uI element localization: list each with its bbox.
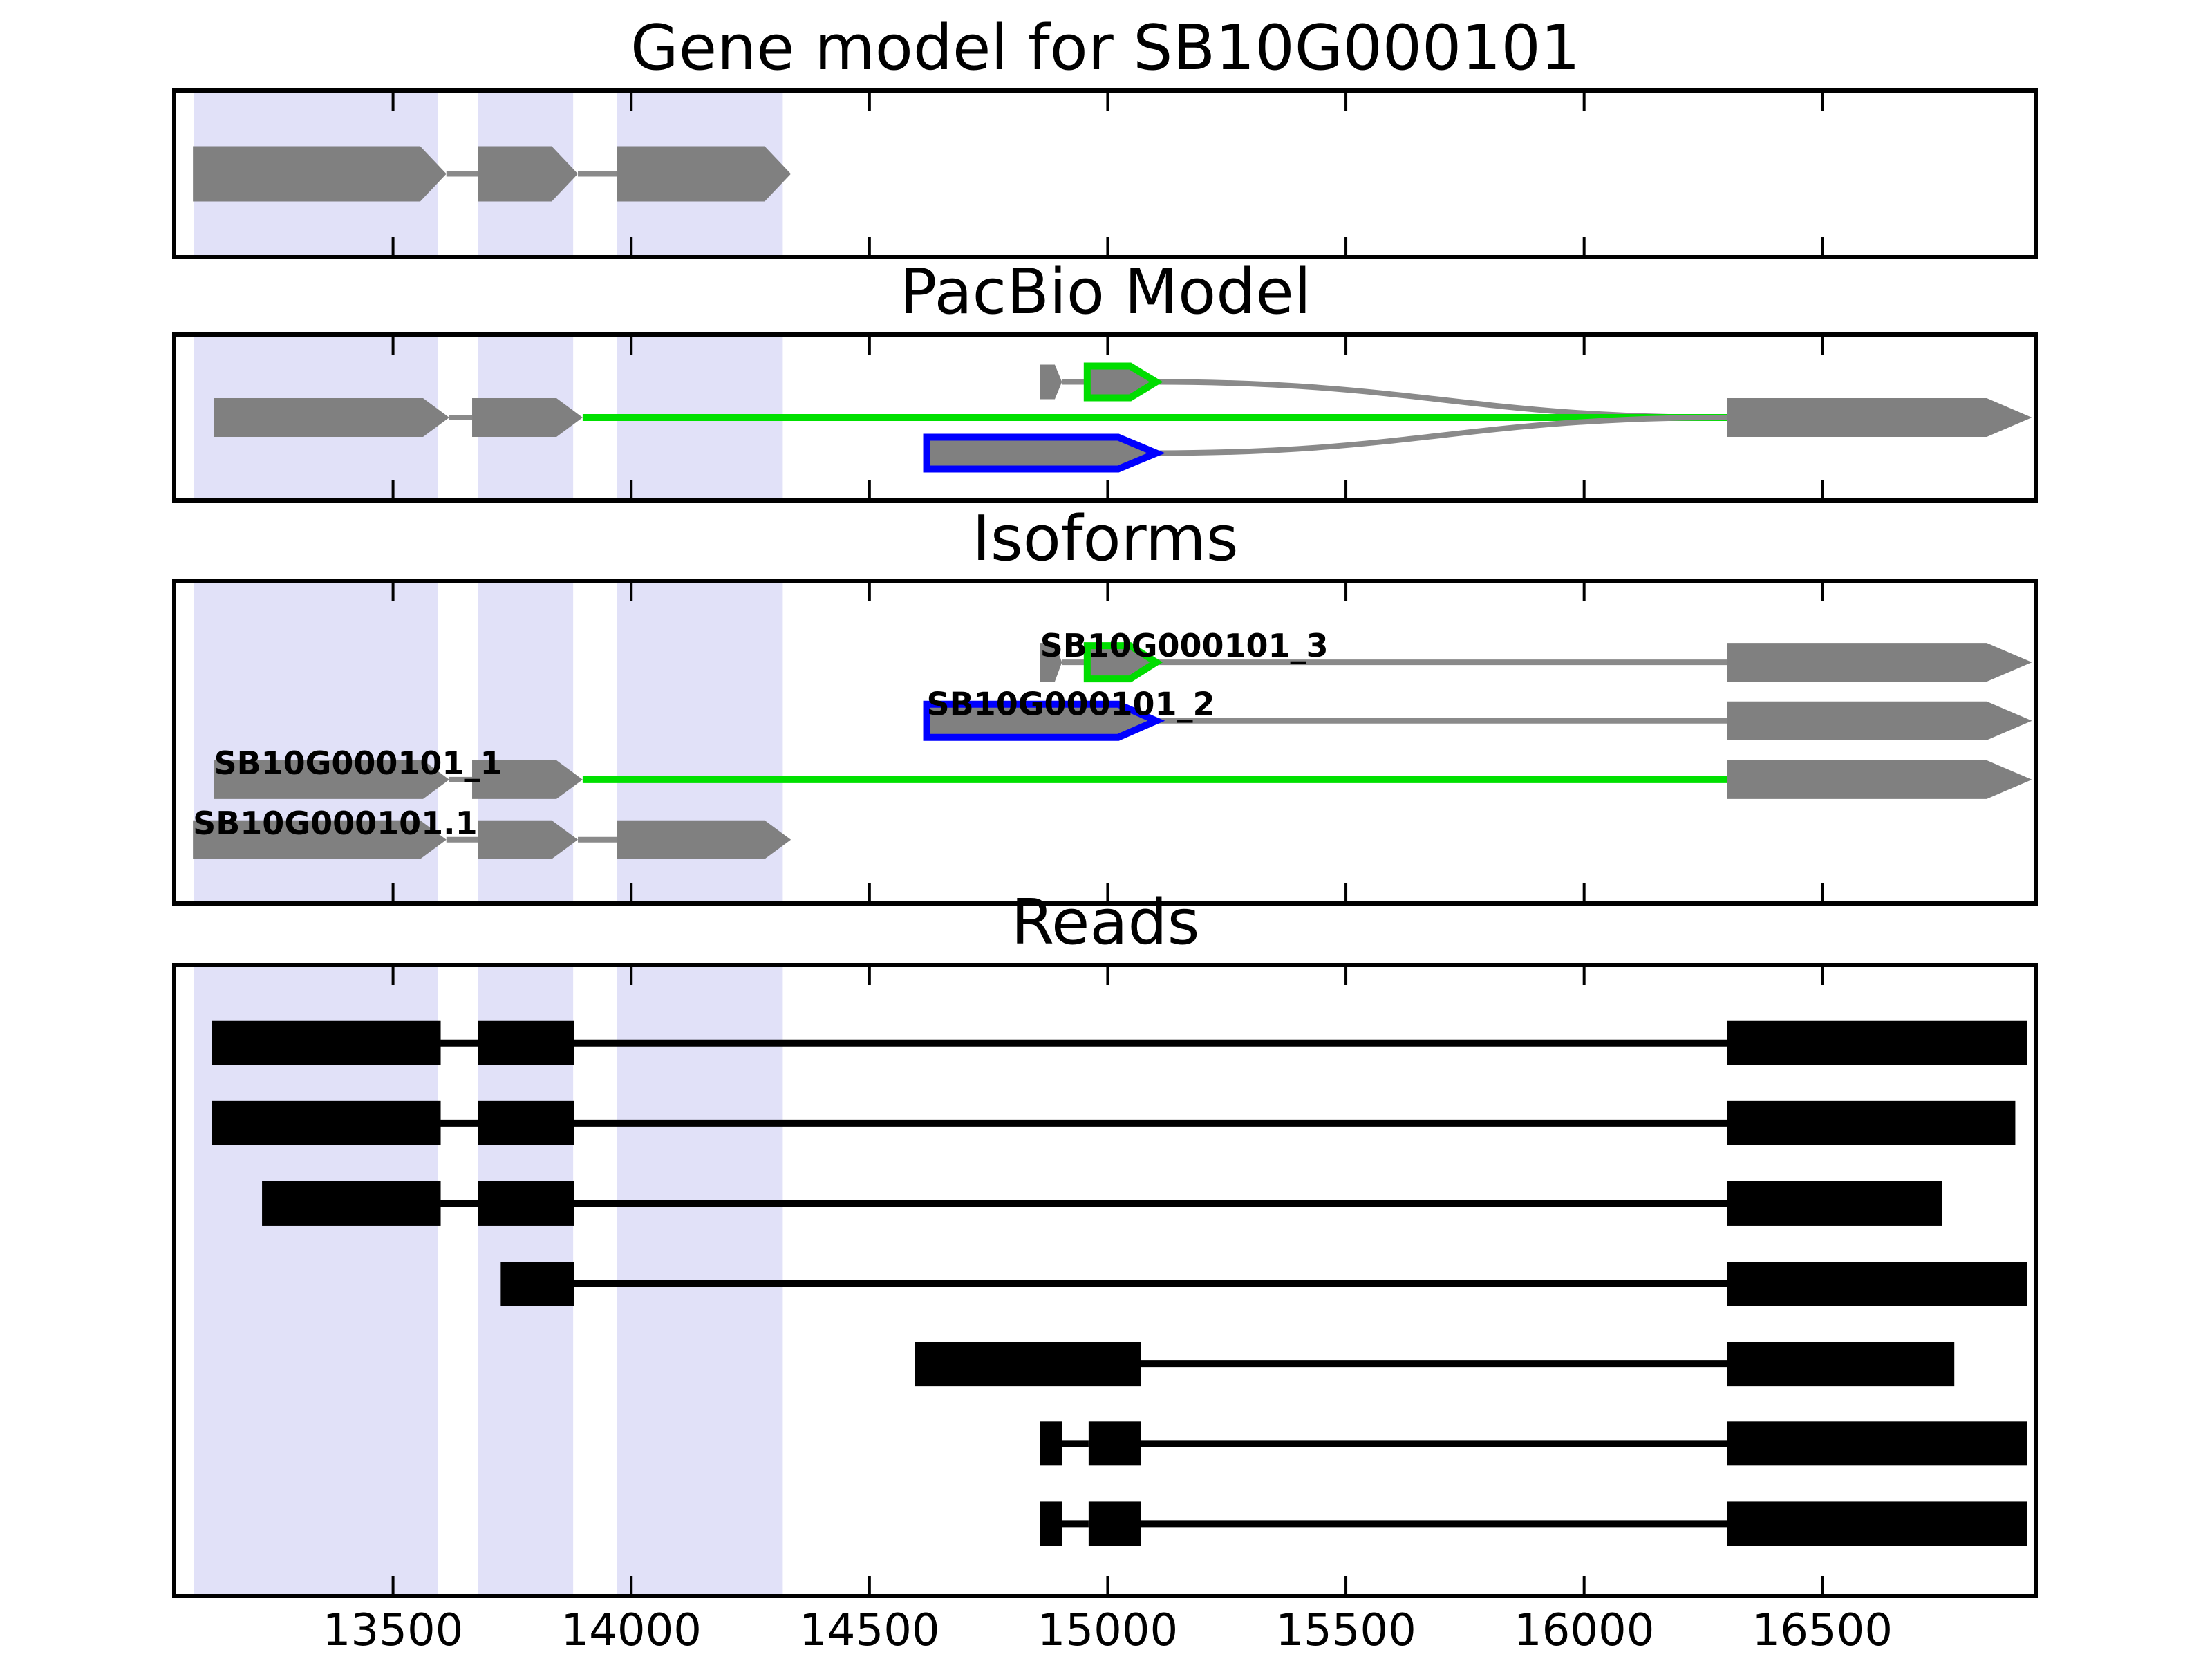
panel-pacbio-model: [172, 332, 2038, 503]
exon-arrow: [478, 820, 579, 859]
panel-reads: [172, 963, 2038, 1598]
x-axis-tick-label: 15000: [1037, 1605, 1179, 1656]
read-exon-box: [1727, 1501, 2027, 1546]
exon-arrow-green-outline: [1083, 642, 1163, 683]
panel-gene-model: [172, 88, 2038, 259]
read-exon-box: [915, 1342, 1141, 1387]
panel-canvas-pacbio-model: [194, 337, 2032, 498]
read-exon-box: [212, 1020, 441, 1065]
exon-arrow: [617, 820, 791, 859]
read-exon-box: [1727, 1262, 2027, 1306]
panel-title-reads: Reads: [1011, 886, 1200, 959]
read-exon-box: [1727, 1020, 2027, 1065]
read-exon-box: [1727, 1342, 1955, 1387]
exon-arrow: [617, 146, 791, 202]
exon-arrow: [472, 760, 583, 799]
read-exon-box: [1040, 1421, 1062, 1466]
exon-arrow-blue-outline: [923, 700, 1165, 741]
exon-arrow: [1727, 701, 2032, 740]
read-exon-box: [478, 1181, 574, 1226]
isoform-label: SB10G000101_2: [927, 686, 1215, 723]
x-axis-tick-label: 14500: [799, 1605, 940, 1656]
panel-canvas-gene-model: [193, 93, 1824, 255]
read-exon-box: [212, 1100, 441, 1145]
splice-curve: [1156, 415, 1727, 456]
panel-canvas-isoforms: SB10G000101_3 SB10G000101_2 SB10G000101_1 S…: [193, 583, 2032, 901]
x-axis-tick-label: 16500: [1752, 1605, 1893, 1656]
exon-arrow: [472, 398, 583, 437]
exon-arrow: [478, 146, 579, 202]
isoform-label: SB10G000101_3: [1040, 627, 1329, 664]
read-exon-box: [1727, 1100, 2016, 1145]
panel-isoforms: SB10G000101_3 SB10G000101_2 SB10G000101_1 S…: [172, 579, 2038, 906]
isoform-label: SB10G000101_1: [214, 744, 502, 782]
exon-arrow: [214, 760, 449, 799]
splice-curve: [1156, 379, 1727, 420]
read-exon-box: [1088, 1501, 1141, 1546]
exon-arrow: [1040, 364, 1062, 400]
panel-title-pacbio-model: PacBio Model: [899, 256, 1311, 328]
x-axis-tick-label: 14000: [561, 1605, 702, 1656]
read-exon-box: [262, 1181, 441, 1226]
exon-arrow: [1727, 643, 2032, 682]
read-exon-box: [478, 1100, 574, 1145]
panel-canvas-reads: [194, 967, 2027, 1594]
exon-arrow-blue-outline: [923, 433, 1165, 473]
x-axis-tick-label: 13500: [322, 1605, 464, 1656]
panel-title-isoforms: Isoforms: [972, 503, 1239, 575]
exon-arrow: [1727, 398, 2032, 437]
isoform-label: SB10G000101.1: [193, 805, 477, 842]
exon-arrow: [1040, 643, 1062, 682]
read-exon-box: [1040, 1501, 1062, 1546]
x-axis-tick-label: 15500: [1275, 1605, 1416, 1656]
exon-arrow: [193, 820, 447, 859]
read-exon-box: [1727, 1421, 2027, 1466]
read-exon-box: [500, 1262, 574, 1306]
x-axis-tick-label: 16000: [1513, 1605, 1655, 1656]
exon-arrow-green-outline: [1083, 362, 1163, 402]
panel-title-gene-model: Gene model for SB10G000101: [630, 12, 1581, 84]
exon-arrow: [214, 398, 449, 437]
read-exon-box: [1727, 1181, 1942, 1226]
exon-arrow: [1727, 760, 2032, 799]
read-exon-box: [478, 1020, 574, 1065]
exon-arrow: [193, 146, 447, 202]
exon-highlight-band: [194, 967, 438, 1594]
read-exon-box: [1088, 1421, 1141, 1466]
